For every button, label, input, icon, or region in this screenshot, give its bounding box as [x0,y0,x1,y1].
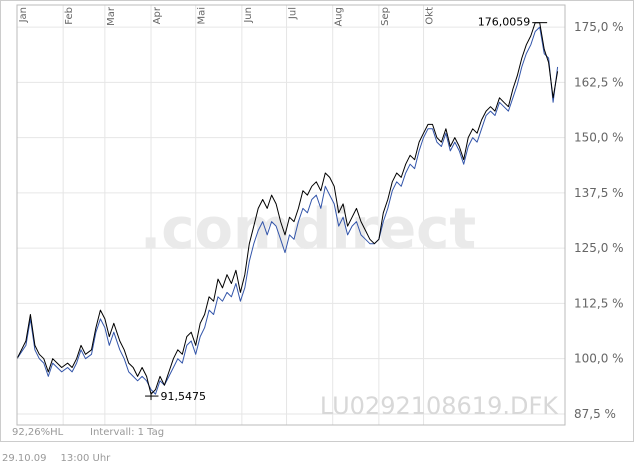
plot-background [17,5,565,425]
series-line [16,26,559,395]
x-tick-label: Mai [197,7,208,25]
max-label: 176,0059 [478,16,531,29]
max-annotation: 176,0059 [478,16,548,29]
timestamp: 29.10.09 13:00 Uhr [2,453,124,464]
x-tick-label: Feb [64,7,75,25]
y-tick-label: 175,0 % [574,20,624,34]
y-tick-label: 137,5 % [574,186,624,200]
x-tick-label: Apr [152,6,163,24]
footer-interval: Intervall: 1 Tag [90,427,164,438]
x-tick-label: Aug [334,7,345,27]
series-lines [16,22,559,395]
footer-hl: 92,26%HL [12,427,64,438]
y-tick-label: 125,0 % [574,241,624,255]
x-tick-label: Jan [18,7,29,23]
y-axis: 175,0 % 162,5 % 150,0 % 137,5 % 125,0 % 112,5… [574,20,624,421]
y-tick-label: 100,0 % [574,352,624,366]
performance-chart: .comdirect LU0292108619.DFK 175,0 % 162,5… [0,0,634,442]
y-tick-label: 150,0 % [574,131,624,145]
isin-label: LU0292108619.DFK [320,392,559,420]
x-tick-label: Sep [380,7,391,26]
y-tick-label: 87,5 % [574,407,616,421]
x-tick-label: Mar [106,6,117,26]
time-label: 13:00 Uhr [60,453,111,464]
date-label: 29.10.09 [2,453,47,464]
x-axis: Jan Feb Mar Apr Mai Jun Jul Aug Sep Okt [18,6,436,26]
x-tick-label: Jul [288,7,299,20]
series-line [16,22,559,395]
plot-frame [16,4,566,426]
min-annotation: 91,5475 [145,390,206,403]
y-tick-label: 162,5 % [574,75,624,89]
x-tick-label: Jun [243,7,254,24]
x-tick-label: Okt [425,7,436,25]
watermark: .comdirect [140,197,476,262]
min-label: 91,5475 [160,390,206,403]
y-tick-label: 112,5 % [574,296,624,310]
